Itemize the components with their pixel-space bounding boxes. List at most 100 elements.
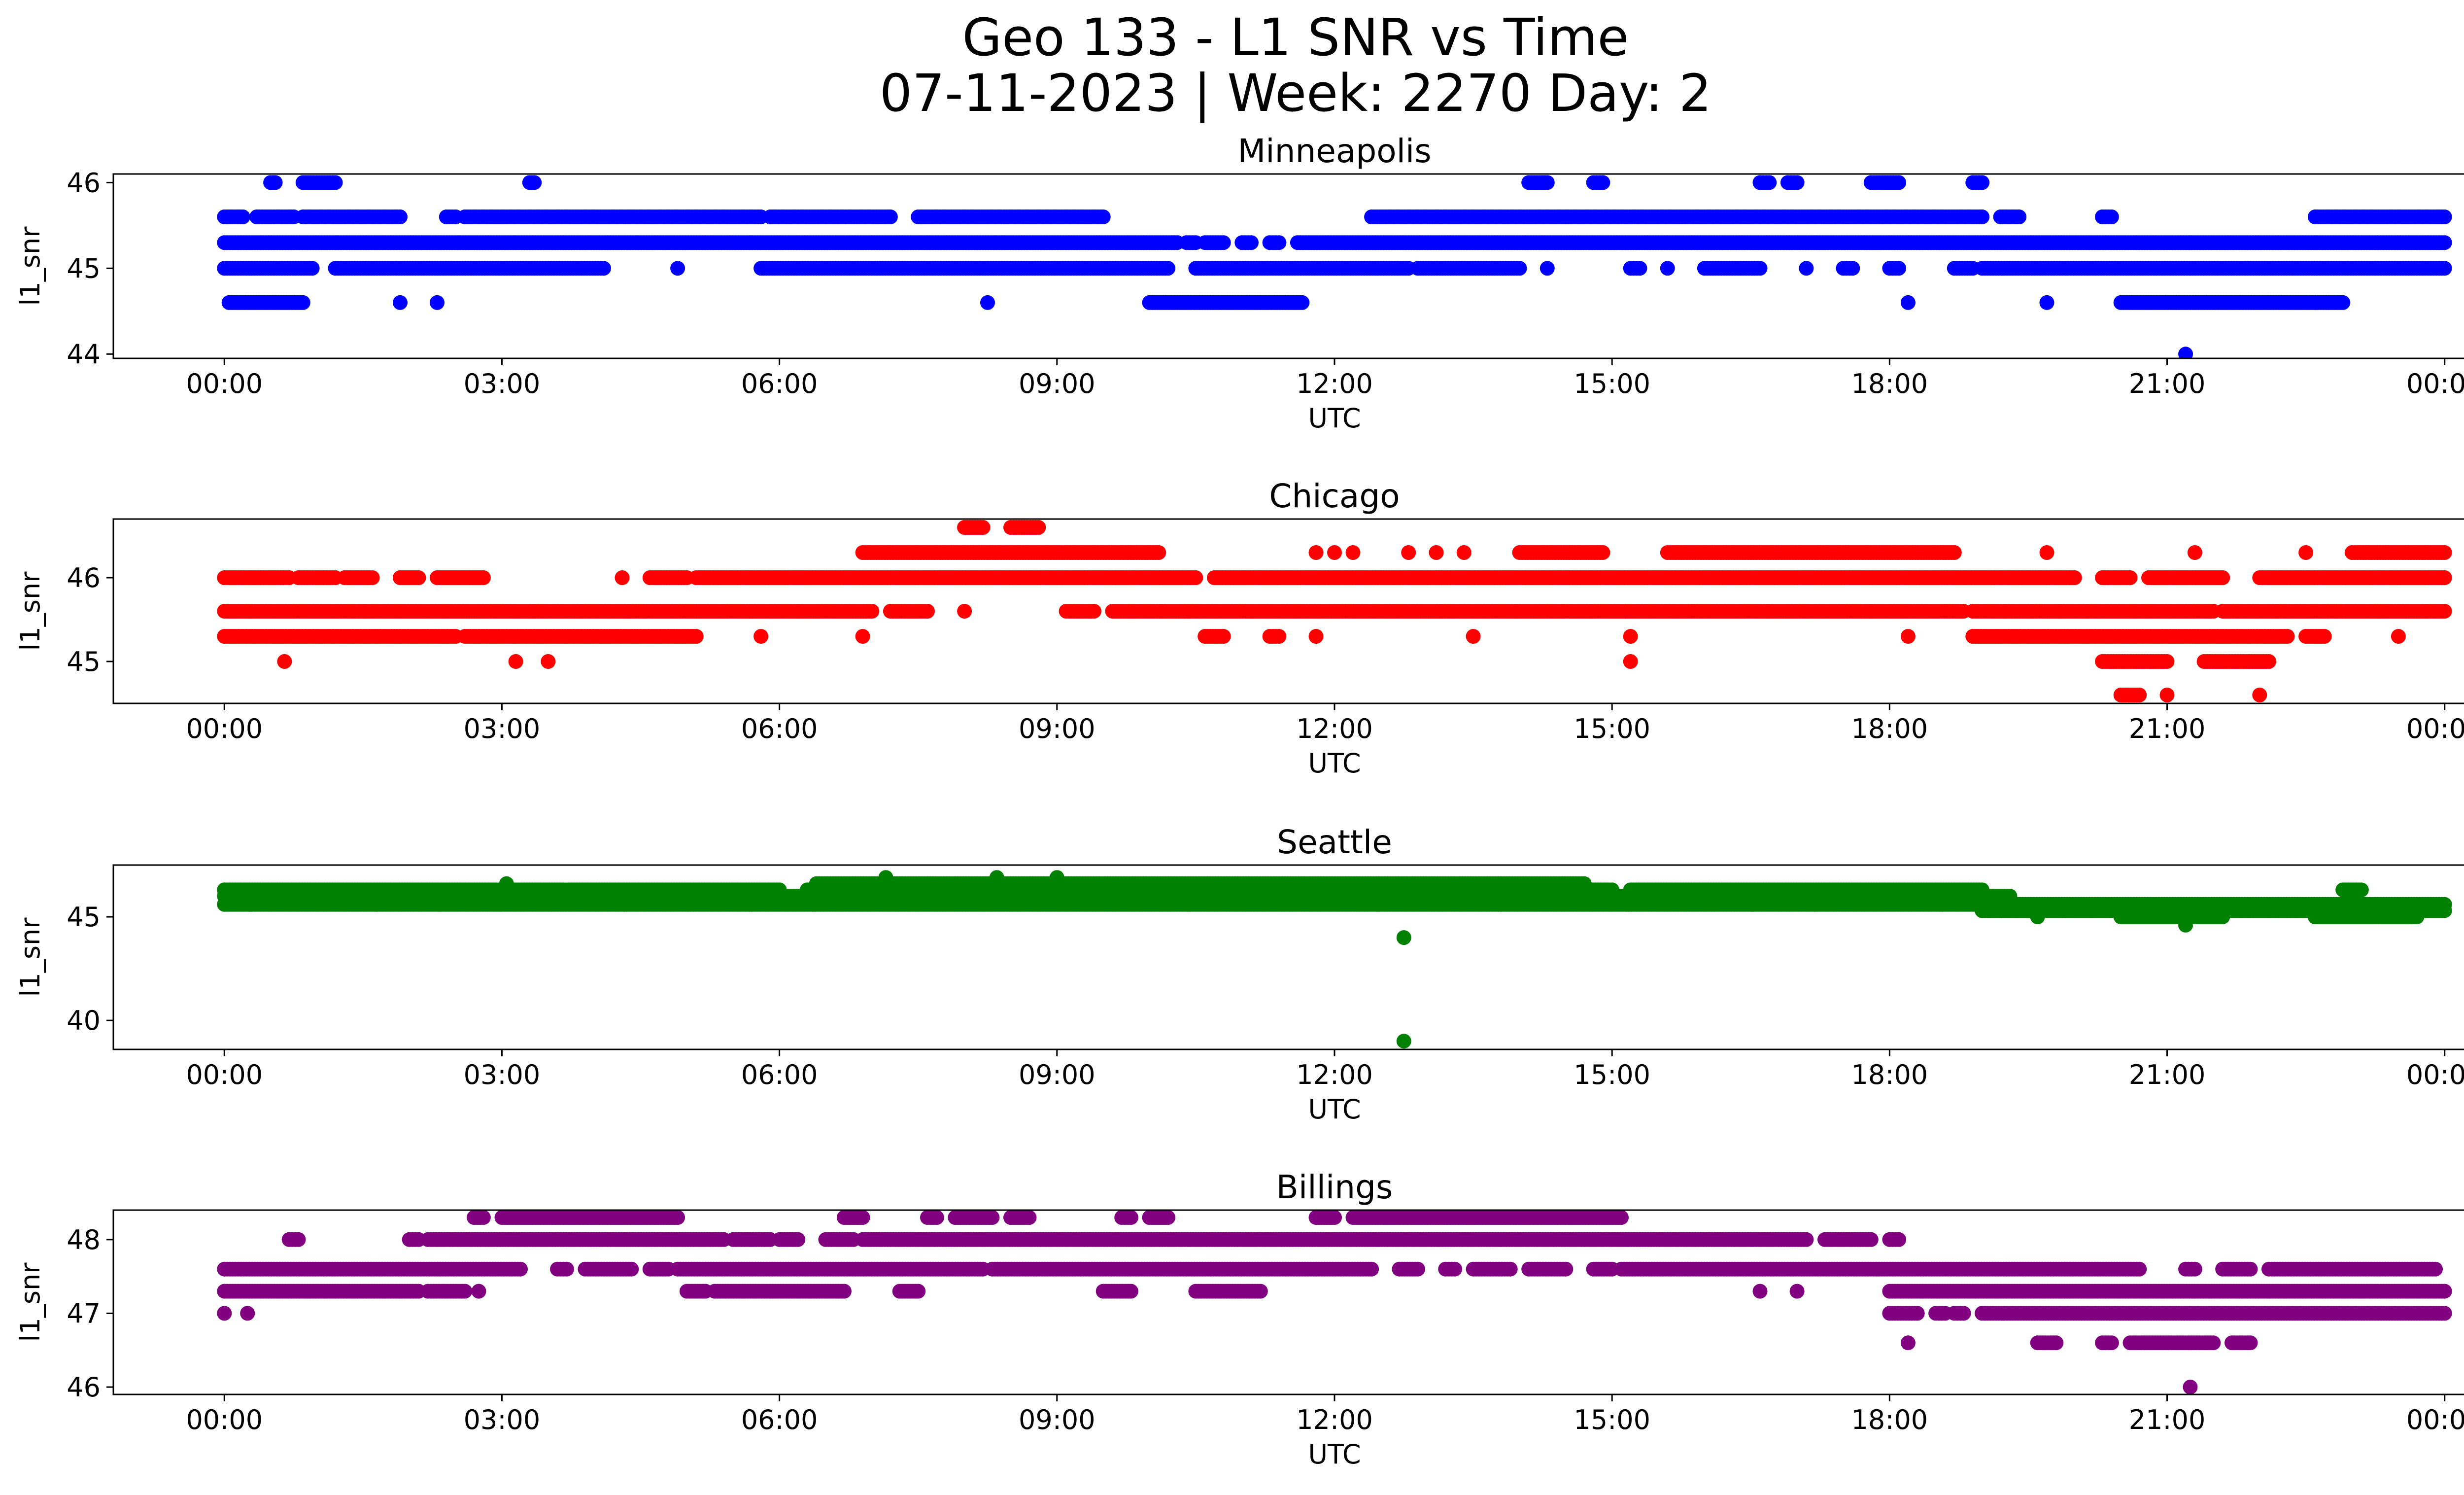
data-point xyxy=(1308,629,1324,644)
data-point xyxy=(305,261,320,276)
data-point xyxy=(1188,570,1203,585)
data-point xyxy=(2437,545,2452,560)
data-point xyxy=(1244,235,1259,250)
data-point xyxy=(920,604,935,619)
data-point xyxy=(2391,629,2406,644)
data-point xyxy=(476,570,491,585)
y-tick-label: 45 xyxy=(67,253,101,284)
data-point xyxy=(670,261,685,276)
data-point xyxy=(2437,209,2452,224)
data-point xyxy=(1161,261,1176,276)
data-point xyxy=(2132,688,2147,702)
data-point xyxy=(1086,604,1101,619)
data-point xyxy=(1031,520,1046,535)
data-point xyxy=(1660,261,1675,276)
data-point xyxy=(1975,209,1990,224)
x-tick-label: 03:00 xyxy=(464,713,541,744)
x-tick-label: 09:00 xyxy=(1019,368,1095,399)
data-point xyxy=(688,629,704,644)
data-point xyxy=(1271,629,1287,644)
x-tick-label: 21:00 xyxy=(2129,368,2206,399)
data-point xyxy=(1295,295,1310,310)
chicago-series xyxy=(217,520,2452,702)
data-point xyxy=(2252,688,2267,702)
figure-title-line1: Geo 133 - L1 SNR vs Time xyxy=(962,7,1629,68)
data-point xyxy=(1540,261,1555,276)
data-point xyxy=(2215,570,2230,585)
data-point xyxy=(2437,235,2452,250)
x-tick-label: 00:00 xyxy=(186,368,263,399)
data-point xyxy=(1216,629,1231,644)
x-tick-label: 00:00 xyxy=(2406,368,2464,399)
figure-title-line2: 07-11-2023 | Week: 2270 Day: 2 xyxy=(880,63,1711,123)
data-point xyxy=(1845,261,1860,276)
data-point xyxy=(2159,688,2175,702)
y-axis-label: l1_snr xyxy=(15,571,46,651)
data-point xyxy=(1308,545,1324,560)
data-point xyxy=(1632,261,1647,276)
panel-title: Minneapolis xyxy=(1237,132,1431,170)
data-point xyxy=(1975,175,1990,190)
data-point xyxy=(1595,545,1610,560)
data-point xyxy=(2039,295,2054,310)
x-tick-label: 15:00 xyxy=(1574,368,1650,399)
x-tick-label: 12:00 xyxy=(1296,713,1373,744)
data-point xyxy=(1900,295,1916,310)
data-point xyxy=(957,604,972,619)
x-tick-label: 06:00 xyxy=(741,368,818,399)
data-point xyxy=(1752,261,1768,276)
data-point xyxy=(1466,629,1481,644)
data-point xyxy=(2159,654,2175,669)
x-axis-label: UTC xyxy=(1308,403,1361,434)
data-point xyxy=(268,175,283,190)
data-point xyxy=(1271,235,1287,250)
data-point xyxy=(2437,604,2452,619)
data-point xyxy=(2104,209,2119,224)
data-point xyxy=(980,295,995,310)
data-point xyxy=(1789,175,1805,190)
panel-title: Seattle xyxy=(1277,823,1392,861)
y-tick-label: 45 xyxy=(67,646,101,677)
x-tick-label: 00:00 xyxy=(2406,713,2464,744)
data-point xyxy=(1540,175,1555,190)
x-tick-label: 21:00 xyxy=(2129,713,2206,744)
data-point xyxy=(2012,209,2027,224)
data-point xyxy=(2122,570,2138,585)
data-point xyxy=(1799,261,1814,276)
data-point xyxy=(615,570,630,585)
data-point xyxy=(2178,347,2193,358)
data-point xyxy=(2437,261,2452,276)
data-point xyxy=(2187,545,2202,560)
x-tick-label: 03:00 xyxy=(464,368,541,399)
x-axis-label: UTC xyxy=(1308,748,1361,779)
data-point xyxy=(430,295,445,310)
data-point xyxy=(2280,629,2295,644)
data-point xyxy=(883,209,898,224)
data-point xyxy=(1891,175,1907,190)
data-point xyxy=(2317,629,2332,644)
data-point xyxy=(527,175,542,190)
y-tick-label: 44 xyxy=(67,339,101,370)
minneapolis-series xyxy=(217,175,2452,358)
y-tick-label: 46 xyxy=(67,167,101,198)
data-point xyxy=(411,570,426,585)
data-point xyxy=(393,209,408,224)
x-tick-label: 09:00 xyxy=(1019,713,1095,744)
data-point xyxy=(2437,570,2452,585)
data-point xyxy=(596,261,611,276)
data-point xyxy=(2039,545,2054,560)
x-tick-label: 18:00 xyxy=(1851,368,1928,399)
data-point xyxy=(1345,545,1361,560)
x-tick-label: 06:00 xyxy=(741,713,818,744)
x-tick-label: 00:00 xyxy=(186,713,263,744)
data-point xyxy=(1327,545,1342,560)
data-point xyxy=(365,570,380,585)
data-point xyxy=(328,175,343,190)
data-point xyxy=(2335,295,2351,310)
data-point xyxy=(1512,261,1527,276)
data-point xyxy=(2067,570,2082,585)
